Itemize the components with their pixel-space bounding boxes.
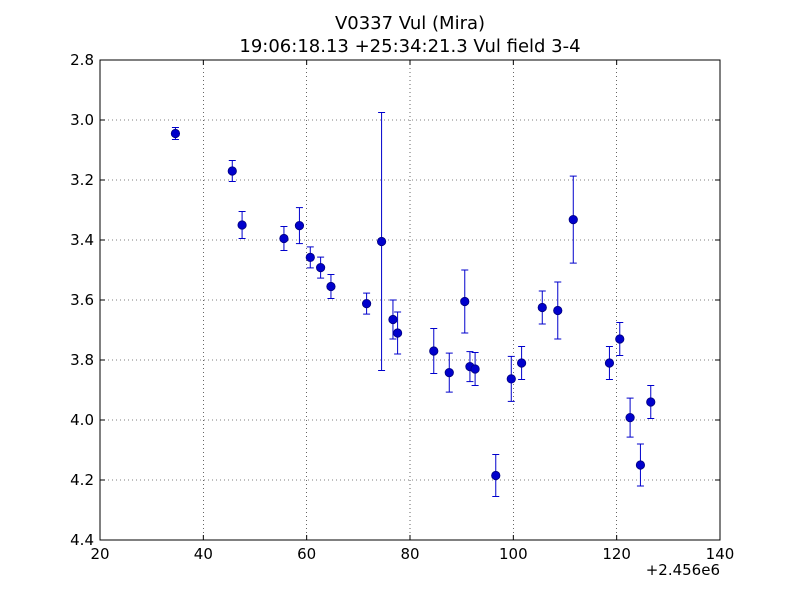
data-marker bbox=[170, 128, 181, 139]
data-point bbox=[625, 397, 635, 438]
data-marker bbox=[604, 358, 615, 368]
data-marker bbox=[388, 314, 398, 325]
data-point bbox=[470, 352, 480, 386]
grid bbox=[100, 60, 720, 540]
data-point bbox=[376, 112, 387, 371]
x-tick-label: 140 bbox=[706, 545, 735, 563]
data-marker bbox=[376, 236, 387, 247]
data-point bbox=[537, 290, 547, 325]
data-marker bbox=[470, 364, 480, 374]
data-marker bbox=[568, 215, 578, 225]
data-point bbox=[237, 211, 247, 239]
data-point bbox=[444, 352, 454, 393]
data-marker bbox=[237, 220, 247, 230]
data-point bbox=[392, 311, 403, 355]
data-marker bbox=[506, 374, 516, 384]
data-point bbox=[294, 207, 305, 245]
data-marks bbox=[170, 112, 656, 497]
data-point bbox=[429, 328, 439, 374]
data-marker bbox=[316, 262, 326, 273]
data-marker bbox=[625, 412, 635, 423]
data-marker bbox=[444, 367, 454, 378]
x-tick-label: 100 bbox=[499, 545, 528, 563]
data-point bbox=[326, 274, 336, 299]
y-tick-label: 4.4 bbox=[70, 531, 94, 549]
data-marker bbox=[537, 302, 547, 313]
data-point bbox=[460, 269, 470, 334]
data-point bbox=[170, 127, 181, 140]
data-point bbox=[568, 175, 578, 264]
data-point bbox=[646, 385, 656, 419]
data-marker bbox=[635, 460, 646, 470]
x-tick-label: 120 bbox=[602, 545, 631, 563]
data-marker bbox=[326, 281, 336, 292]
data-point bbox=[516, 346, 527, 380]
data-point bbox=[553, 281, 563, 340]
data-marker bbox=[615, 334, 625, 344]
data-marker bbox=[553, 305, 563, 316]
data-point bbox=[316, 256, 326, 279]
data-point bbox=[227, 160, 237, 182]
y-tick-label: 3.0 bbox=[70, 111, 94, 129]
y-tick-label: 3.6 bbox=[70, 291, 94, 309]
x-tick-label: 80 bbox=[400, 545, 419, 563]
data-point bbox=[604, 346, 615, 380]
chart-subtitle: 19:06:18.13 +25:34:21.3 Vul field 3-4 bbox=[239, 36, 580, 57]
data-marker bbox=[491, 470, 501, 481]
chart-title: V0337 Vul (Mira) bbox=[335, 13, 485, 34]
axis-ticks: 20 40 60 80 100 120 140 2.8 3.0 3.2 3.4 3.6 3.8 4.0 4.… bbox=[70, 51, 734, 563]
data-point bbox=[615, 322, 625, 356]
data-point bbox=[635, 443, 646, 487]
data-marker bbox=[279, 233, 289, 244]
plot-frame bbox=[99, 59, 721, 541]
y-tick-label: 3.4 bbox=[70, 231, 94, 249]
data-marker bbox=[429, 346, 439, 356]
x-tick-label: 60 bbox=[297, 545, 316, 563]
data-marker bbox=[460, 296, 470, 307]
data-marker bbox=[294, 221, 305, 231]
data-marker bbox=[392, 328, 403, 338]
data-marker bbox=[516, 358, 527, 368]
data-marker bbox=[305, 252, 315, 262]
data-point bbox=[506, 355, 516, 402]
data-marker bbox=[361, 298, 372, 309]
y-tick-label: 4.0 bbox=[70, 411, 94, 429]
data-point bbox=[491, 454, 501, 497]
y-tick-label: 2.8 bbox=[70, 51, 94, 69]
data-point bbox=[305, 246, 315, 269]
data-marker bbox=[227, 166, 237, 176]
x-tick-label: 20 bbox=[90, 545, 109, 563]
x-tick-label: 40 bbox=[194, 545, 213, 563]
data-marker bbox=[646, 397, 656, 407]
data-point bbox=[361, 292, 372, 315]
data-point bbox=[279, 226, 289, 251]
x-offset-label: +2.456e6 bbox=[646, 561, 720, 579]
y-tick-label: 4.2 bbox=[70, 471, 94, 489]
y-tick-label: 3.8 bbox=[70, 351, 94, 369]
y-tick-label: 3.2 bbox=[70, 171, 94, 189]
